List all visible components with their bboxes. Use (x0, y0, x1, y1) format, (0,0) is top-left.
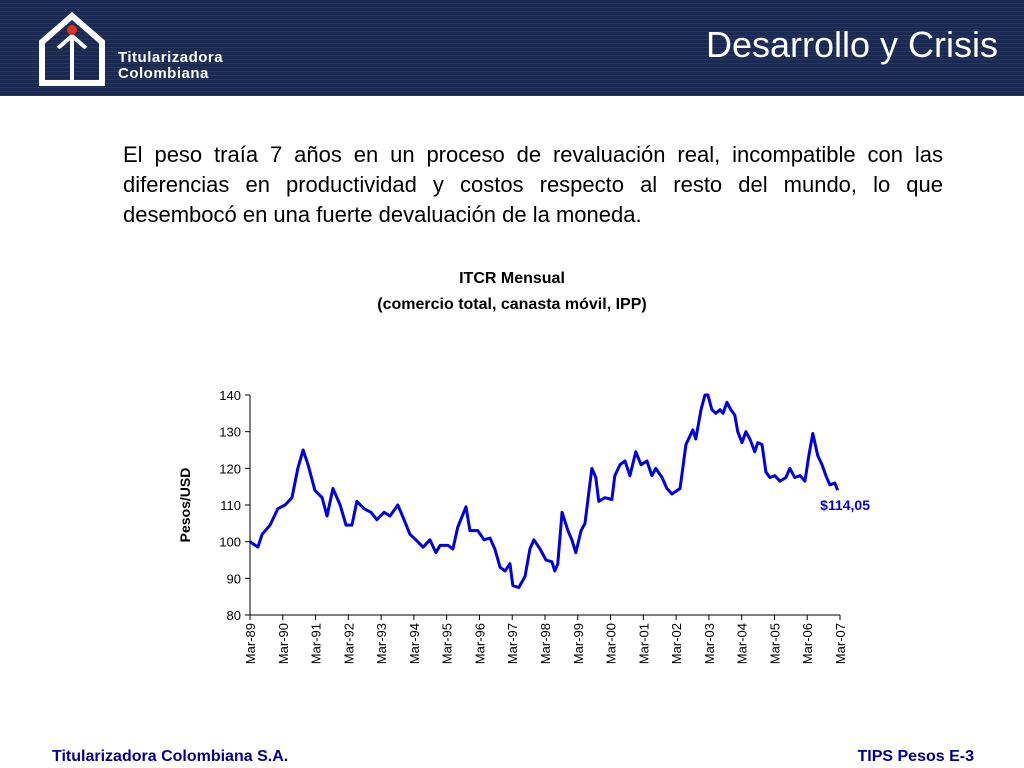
x-tick-label: Mar-89 (243, 623, 258, 664)
x-tick-label: Mar-02 (669, 623, 684, 664)
x-tick-label: Mar-04 (735, 623, 750, 664)
x-tick-label: Mar-92 (341, 623, 356, 664)
x-tick-label: Mar-96 (472, 623, 487, 664)
x-tick-label: Mar-06 (800, 623, 815, 664)
x-tick-label: Mar-00 (604, 623, 619, 664)
x-tick-label: Mar-95 (440, 623, 455, 664)
y-axis-label: Pesos/USD (177, 468, 193, 543)
x-tick-label: Mar-91 (309, 623, 324, 664)
y-tick-label: 130 (219, 425, 241, 440)
y-tick-label: 100 (219, 535, 241, 550)
x-tick-label: Mar-98 (538, 623, 553, 664)
logo-text: Titularizadora Colombiana (118, 49, 224, 82)
y-tick-label: 110 (220, 498, 241, 513)
data-line (249, 393, 840, 589)
x-tick-label: Mar-93 (374, 623, 389, 664)
header: Titularizadora Colombiana Desarrollo y C… (0, 0, 1024, 96)
chart-title: ITCR Mensual (459, 270, 565, 287)
x-tick-label: Mar-01 (636, 623, 651, 664)
y-tick-label: 120 (219, 461, 241, 476)
x-tick-label: Mar-05 (767, 623, 782, 664)
y-tick-label: 80 (227, 608, 241, 623)
x-tick-label: Mar-03 (702, 623, 717, 664)
y-tick-label: 90 (227, 571, 241, 586)
footer-right: TIPS Pesos E-3 (857, 748, 975, 765)
x-tick-label: Mar-07 (833, 623, 848, 664)
chart-subtitle: (comercio total, canasta móvil, IPP) (377, 296, 646, 313)
logo-icon (39, 12, 105, 86)
x-tick-label: Mar-94 (407, 623, 422, 664)
slide-title: Desarrollo y Crisis (705, 24, 998, 65)
paragraph: El peso traía 7 años en un proceso de re… (123, 142, 943, 227)
x-tick-label: Mar-97 (505, 623, 520, 664)
chart: ITCR Mensual (comercio total, canasta mó… (177, 270, 870, 664)
x-tick-label: Mar-90 (276, 623, 291, 664)
y-tick-label: 140 (219, 388, 241, 403)
x-tick-label: Mar-99 (571, 623, 586, 664)
annotation: $114,05 (820, 497, 870, 513)
footer-left: Titularizadora Colombiana S.A. (52, 748, 289, 765)
